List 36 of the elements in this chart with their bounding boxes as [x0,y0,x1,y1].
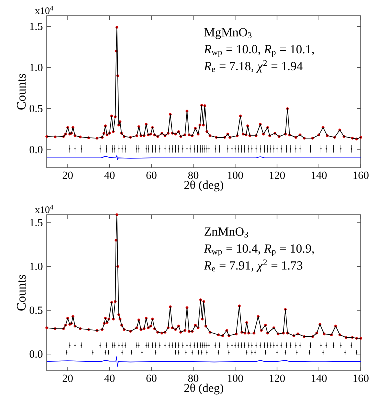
x-tick-label: 40 [104,172,115,180]
annotation: ZnMnO$_{3}$ [204,228,248,238]
x-tick-label: 120 [270,374,286,382]
x-tick-label: 140 [312,374,327,382]
y-axis-title: Counts [17,74,26,110]
x-tick-label: 20 [62,374,73,382]
x-tick-label: 80 [188,374,199,382]
y-tick-label: 1.5 [30,22,43,30]
y-tick-label: 1.0 [30,262,43,270]
y-tick-label: 0.0 [30,146,43,154]
x-tick-label: 100 [228,374,244,382]
x-tick-label: 80 [188,172,199,180]
annotation: R$_{e}$ = 7.91, χ$^{2}$ = 1.73 [204,260,303,272]
x-axis-title: 2θ (deg) [184,384,224,395]
x-tick-label: 160 [354,374,369,382]
annotation: R$_{e}$ = 7.18, χ$^{2}$ = 1.94 [204,60,303,74]
annotation: MgMnO$_{3}$ [204,28,252,40]
x-tick-label: 40 [104,374,115,382]
x-tick-label: 140 [312,172,327,180]
text: x10$^{4}$ [35,204,54,214]
annotation: R$_{wp}$ = 10.0, R$_{p}$ = 10.1, [204,45,314,58]
y-tick-label: 0.0 [30,350,43,358]
annotation: R$_{wp}$ = 10.4, R$_{p}$ = 10.9, [204,244,314,257]
x-tick-label: 60 [146,374,157,382]
y-tick-label: 0.5 [30,306,43,314]
text: x10$^{4}$ [35,6,54,14]
x-tick-label: 100 [228,172,244,180]
y-tick-label: 0.5 [30,105,43,113]
x-tick-label: 20 [62,172,73,180]
y-tick-label: 1.5 [30,219,43,227]
x-tick-label: 60 [146,172,157,180]
y-tick-label: 1.0 [30,64,43,72]
x-tick-label: 160 [354,172,369,180]
x-axis-title: 2θ (deg) [184,180,224,192]
x-tick-label: 120 [270,172,286,180]
y-axis-title: Counts [17,275,26,311]
